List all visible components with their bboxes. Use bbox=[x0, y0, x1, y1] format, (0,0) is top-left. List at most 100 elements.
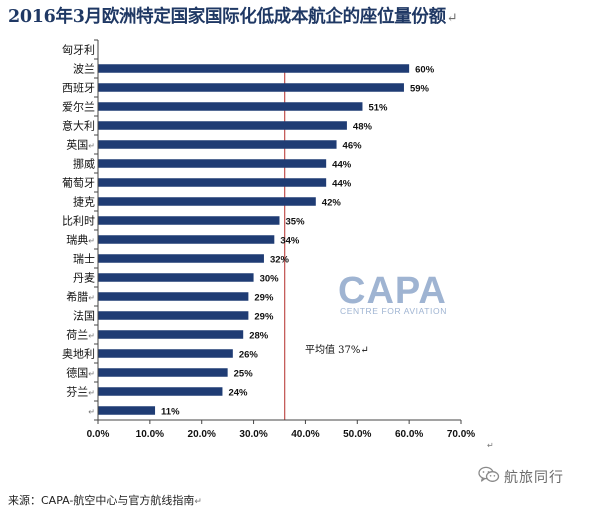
return-mark: ↵ bbox=[88, 142, 95, 151]
bar bbox=[98, 368, 228, 377]
category-name: 捷克 bbox=[73, 195, 95, 209]
data-label: 11% bbox=[161, 407, 180, 418]
x-tick-label: 10.0% bbox=[136, 429, 164, 440]
category-label: 瑞士 bbox=[73, 252, 95, 266]
bar bbox=[98, 197, 316, 206]
category-name: 匈牙利 bbox=[62, 43, 95, 57]
category-label: 比利时 bbox=[62, 215, 95, 228]
category-name: 波兰 bbox=[73, 63, 95, 76]
category-label: 波兰 bbox=[73, 63, 95, 76]
x-tick-label: 30.0% bbox=[239, 429, 267, 440]
category-label: 芬兰↵ bbox=[66, 386, 95, 399]
category-label: 希腊↵ bbox=[66, 290, 95, 304]
return-mark: ↵ bbox=[88, 408, 95, 417]
category-label: ↵ bbox=[88, 408, 95, 417]
data-label: 29% bbox=[254, 312, 274, 323]
chart-title: 2016年3月欧洲特定国家国际化低成本航企的座位量份额↵ bbox=[8, 7, 458, 27]
data-label: 60% bbox=[415, 65, 435, 76]
category-name: 法国 bbox=[73, 309, 95, 323]
bar bbox=[98, 83, 404, 92]
data-label: 25% bbox=[234, 369, 254, 380]
category-name: 比利时 bbox=[62, 215, 95, 228]
bar bbox=[98, 254, 264, 263]
bar bbox=[98, 311, 249, 320]
return-mark: ↵ bbox=[88, 389, 95, 398]
category-label: 西班牙 bbox=[62, 82, 95, 95]
category-label: 爱尔兰 bbox=[62, 101, 95, 114]
x-tick-label: 0.0% bbox=[87, 429, 110, 440]
category-name: 德国 bbox=[66, 366, 88, 380]
data-label: 48% bbox=[353, 122, 373, 133]
category-label: 意大利 bbox=[62, 119, 95, 133]
bar bbox=[98, 273, 254, 282]
return-mark: ↵ bbox=[88, 370, 95, 379]
category-name: 希腊 bbox=[66, 290, 88, 304]
category-name: 挪威 bbox=[73, 157, 95, 171]
data-label: 24% bbox=[228, 388, 248, 399]
data-label: 42% bbox=[322, 198, 342, 209]
capa-logo-text: CAPA bbox=[338, 270, 447, 312]
category-name: 英国 bbox=[66, 138, 88, 152]
category-name: 意大利 bbox=[62, 119, 95, 133]
source-note: 来源：CAPA-航空中心与官方航线指南↵ bbox=[8, 494, 202, 507]
category-label: 葡萄牙 bbox=[62, 177, 95, 190]
data-label: 32% bbox=[270, 255, 290, 266]
return-mark: ↵ bbox=[88, 237, 95, 246]
category-label: 德国↵ bbox=[66, 366, 95, 380]
bar-chart: CAPA CENTRE FOR AVIATION 平均值 37%↵ 匈牙利波兰西… bbox=[62, 39, 494, 450]
wechat-icon bbox=[478, 466, 500, 488]
average-reference-label: 平均值 37%↵ bbox=[305, 343, 369, 356]
data-label: 44% bbox=[332, 160, 352, 171]
category-name: 瑞典 bbox=[66, 233, 88, 247]
data-label: 44% bbox=[332, 179, 352, 190]
category-label: 英国↵ bbox=[66, 138, 95, 152]
bar bbox=[98, 235, 275, 244]
x-tick-label: 70.0% bbox=[447, 429, 475, 440]
bar bbox=[98, 102, 363, 111]
category-label: 荷兰↵ bbox=[66, 329, 95, 342]
category-label: 法国 bbox=[73, 309, 95, 323]
data-label: 26% bbox=[239, 350, 259, 361]
category-name: 荷兰 bbox=[66, 329, 88, 342]
wechat-account: 航旅同行 bbox=[478, 466, 564, 488]
category-name: 芬兰 bbox=[66, 386, 88, 399]
category-label: 挪威 bbox=[73, 157, 95, 171]
category-label: 瑞典↵ bbox=[66, 233, 95, 247]
x-tick-label: 40.0% bbox=[291, 429, 319, 440]
category-name: 西班牙 bbox=[62, 82, 95, 95]
category-name: 爱尔兰 bbox=[62, 101, 95, 114]
bar bbox=[98, 292, 249, 301]
bar bbox=[98, 406, 156, 415]
category-label: 丹麦 bbox=[73, 272, 95, 285]
axis-return-mark: ↵ bbox=[487, 441, 494, 450]
data-label: 59% bbox=[410, 84, 430, 95]
bar bbox=[98, 178, 327, 187]
data-label: 30% bbox=[260, 274, 280, 285]
x-tick-label: 20.0% bbox=[188, 429, 216, 440]
category-label: 捷克 bbox=[73, 195, 95, 209]
capa-watermark-logo: CAPA CENTRE FOR AVIATION bbox=[338, 270, 447, 316]
bar bbox=[98, 349, 233, 358]
bar bbox=[98, 387, 223, 396]
category-name: 葡萄牙 bbox=[62, 177, 95, 190]
capa-tagline-text: CENTRE FOR AVIATION bbox=[340, 306, 447, 316]
category-name: 瑞士 bbox=[73, 252, 95, 266]
data-label: 29% bbox=[254, 293, 274, 304]
bar bbox=[98, 159, 327, 168]
bar bbox=[98, 330, 244, 339]
data-label: 51% bbox=[368, 103, 388, 114]
bar bbox=[98, 121, 347, 130]
category-name: 丹麦 bbox=[73, 272, 95, 285]
category-label: 奥地利 bbox=[62, 347, 95, 361]
bar bbox=[98, 140, 337, 149]
data-label: 46% bbox=[343, 141, 363, 152]
return-mark: ↵ bbox=[88, 332, 95, 341]
category-label: 匈牙利 bbox=[62, 43, 95, 57]
title-return-mark: ↵ bbox=[446, 11, 458, 26]
x-tick-label: 50.0% bbox=[343, 429, 371, 440]
data-label: 35% bbox=[286, 217, 306, 228]
wechat-account-name: 航旅同行 bbox=[504, 470, 564, 486]
x-tick-label: 60.0% bbox=[395, 429, 423, 440]
bar bbox=[98, 64, 410, 73]
return-mark: ↵ bbox=[88, 294, 95, 303]
